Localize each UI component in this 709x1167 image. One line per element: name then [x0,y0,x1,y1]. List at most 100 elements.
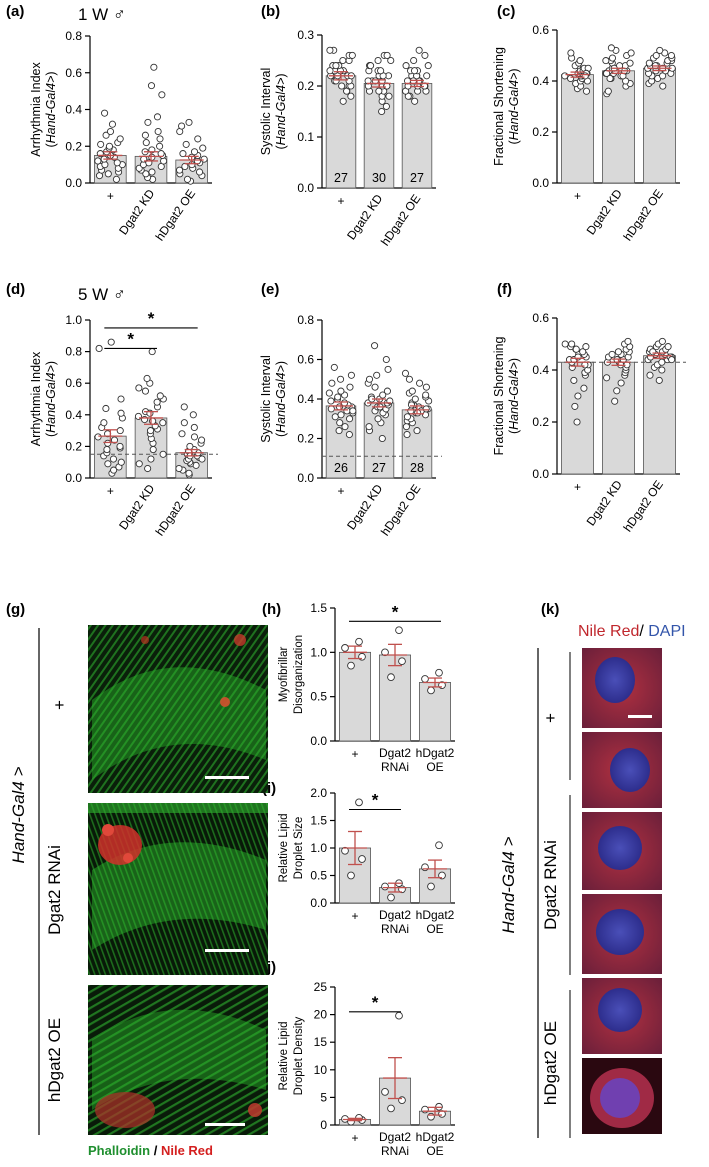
chart-panel-b: (b) Systolic Interval (Hand-Gal4>) 0.0 0.1 0.… [259,3,436,248]
x-category-label-d-0: + [107,484,114,498]
n-label-b-0: 27 [334,171,348,185]
point-e-1-16 [383,387,391,395]
point-d-1-22 [148,348,156,356]
point-e-2-17 [422,391,430,399]
point-c-0-8 [561,72,569,80]
y-tick-label-d-0: 0.0 [65,471,82,485]
chart-panel-e: (e) Systolic Interval (Hand-Gal4>) 0.0 0.2 0.… [259,281,442,538]
y-axis-sublabel-driver-f: Hand-Gal4> [507,362,521,430]
point-e-1-15 [379,391,387,399]
x-category-label-f-0: + [574,480,581,494]
point-j-1-2 [381,1088,389,1096]
point-d-2-1 [185,469,193,477]
point-a-2-21 [185,118,193,126]
point-b-1-4 [385,92,393,100]
stain-legend-g-sep: / [150,1143,161,1158]
point-e-0-21 [337,375,345,383]
point-a-1-25 [150,63,158,71]
sig-star-h-0: * [392,602,399,621]
x-category-line-j-2-0: hDgat2 [416,1130,455,1144]
point-d-0-22 [95,344,103,352]
y-axis-label-j: Relative Lipid [278,1021,290,1090]
point-b-2-23 [410,56,418,65]
point-c-2-0 [659,82,667,90]
y-tick-label-c-3: 0.6 [532,23,549,37]
panel-label-c: (c) [497,3,515,20]
n-label-e-2: 28 [410,461,424,475]
point-b-0-20 [339,56,347,65]
chart-panel-c: (c) Fractional Shortening (Hand-Gal4>) 0.0 0… [492,3,680,243]
y-axis-sublabel-h: Disorganization [293,635,305,714]
y-tick-label-i-1: 0.5 [310,869,327,883]
point-a-0-21 [116,135,124,143]
point-a-1-18 [156,135,164,143]
point-f-0-2 [574,392,582,400]
point-e-2-0 [403,430,411,439]
point-d-1-1 [135,460,143,468]
point-a-0-24 [108,120,117,128]
point-e-0-18 [337,387,345,395]
point-a-0-0 [112,175,120,183]
point-d-0-1 [110,466,118,474]
x-category-label-c-1: Dgat2 KD [584,186,626,237]
y-tick-label-j-5: 25 [314,980,328,994]
point-e-2-2 [402,423,410,431]
y-tick-label-a-4: 0.8 [65,29,82,43]
point-e-2-20 [422,383,430,391]
x-category-label-a-1: Dgat2 KD [116,186,158,237]
point-e-2-26 [422,405,430,413]
y-axis-sublabel-e: (Hand-Gal4>) [274,361,288,437]
point-i-0-1 [358,855,366,863]
point-d-0-17 [100,419,108,427]
point-f-0-18 [572,345,580,353]
point-h-2-3 [435,668,443,677]
point-a-1-17 [142,139,150,147]
sig-star-j-0: * [372,993,379,1012]
point-b-0-1 [347,92,355,100]
y-tick-label-a-0: 0.0 [65,176,82,190]
y-tick-label-e-2: 0.4 [297,392,314,406]
point-d-1-2 [147,455,155,463]
y-tick-label-i-3: 1.5 [310,814,327,828]
x-category-label-j-0: + [351,1131,358,1145]
stain-legend-g: Phalloidin / Nile Red [88,1143,213,1158]
point-h-1-1 [398,657,406,666]
y-tick-label-j-2: 10 [314,1063,328,1077]
point-e-1-21 [384,365,392,373]
x-category-label-i-1: Dgat2 RNAi [379,908,411,936]
n-label-b-1: 30 [372,171,386,185]
point-j-1-0 [387,1104,395,1113]
stain-legend-k-nile-red: Nile Red [578,623,639,640]
y-tick-label-a-3: 0.6 [65,66,82,80]
point-c-1-24 [627,49,635,57]
y-tick-label-j-0: 0 [320,1118,327,1132]
point-e-1-17 [371,383,379,391]
point-c-0-26 [581,72,589,80]
y-tick-label-d-1: 0.2 [65,439,82,453]
y-axis-sublabel-open-c: ( [507,140,521,145]
y-tick-label-i-0: 0.0 [310,896,327,910]
point-b-1-7 [375,87,383,95]
x-category-label-e-0: + [337,484,344,498]
point-a-2-11 [200,155,208,163]
x-category-line-h-1-0: Dgat2 [379,746,411,760]
y-tick-label-b-2: 0.2 [297,79,314,93]
point-f-2-5 [658,358,666,366]
point-i-2-3 [435,841,443,850]
chart-panel-h: (h) Myofibrillar Disorganization 0.0 0.5 1.0 1… [262,601,455,774]
y-tick-label-j-4: 20 [314,1008,328,1022]
point-e-1-2 [365,423,373,431]
point-d-2-20 [190,423,198,431]
point-e-1-23 [371,342,379,350]
point-e-0-19 [346,383,354,391]
y-axis-sublabel-driver-d: Hand-Gal4> [44,365,58,433]
sig-star-d-1: * [148,309,155,328]
point-d-0-5 [109,455,118,463]
y-tick-label-c-1: 0.2 [532,125,549,139]
point-b-2-15 [423,72,431,80]
chart-panel-d: (d) Arrhythmia Index (Hand-Gal4>) 0.0 0.2 0.4… [6,281,218,538]
point-a-0-18 [105,142,114,150]
genotype-row-label-control: + [50,700,69,710]
point-a-0-23 [106,127,115,136]
